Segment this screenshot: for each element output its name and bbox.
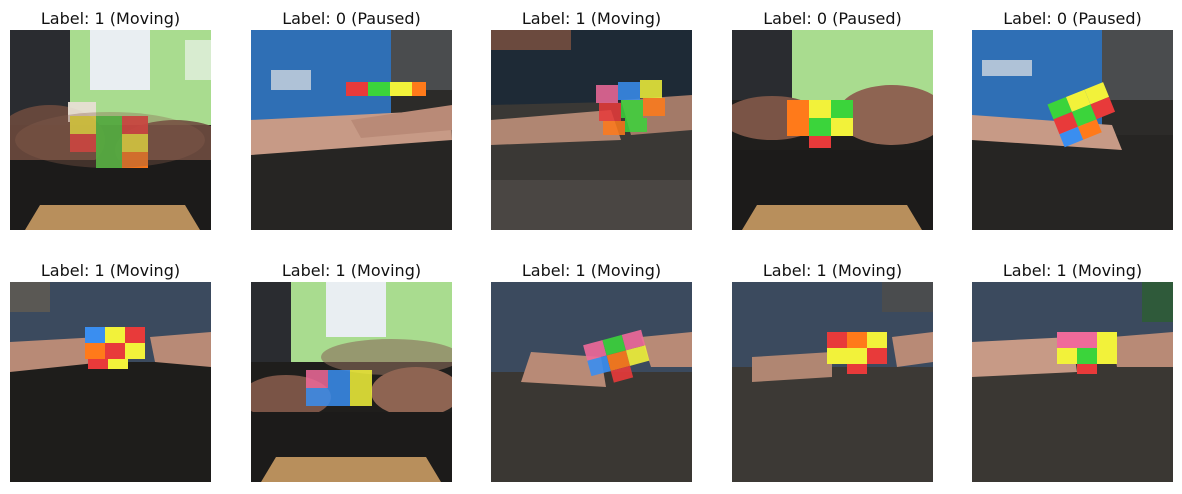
photo-frame — [251, 30, 452, 230]
photo-paused-cube — [732, 30, 933, 230]
panel-label: Label: 0 (Paused) — [763, 9, 902, 28]
photo-frame — [491, 30, 692, 230]
panel-label: Label: 0 (Paused) — [1003, 9, 1142, 28]
panel-label: Label: 1 (Moving) — [281, 261, 422, 280]
panel-label: Label: 1 (Moving) — [1002, 261, 1143, 280]
panel-label: Label: 1 (Moving) — [40, 9, 181, 28]
photo-moving-cube — [491, 30, 692, 230]
panel-label: Label: 0 (Paused) — [282, 9, 421, 28]
photo-moving-cube — [732, 282, 933, 482]
photo-frame — [251, 282, 452, 482]
photo-moving-cube — [10, 30, 211, 230]
photo-moving-cube — [972, 282, 1173, 482]
photo-paused-cube — [251, 30, 452, 230]
panel-label: Label: 1 (Moving) — [40, 261, 181, 280]
photo-frame — [10, 30, 211, 230]
panel-label: Label: 1 (Moving) — [521, 261, 662, 280]
photo-frame — [732, 282, 933, 482]
photo-moving-cube — [491, 282, 692, 482]
photo-frame — [972, 30, 1173, 230]
photo-frame — [972, 282, 1173, 482]
photo-moving-cube — [251, 282, 452, 482]
photo-moving-cube — [10, 282, 211, 482]
photo-frame — [10, 282, 211, 482]
panel-label: Label: 1 (Moving) — [521, 9, 662, 28]
photo-paused-cube — [972, 30, 1173, 230]
photo-frame — [732, 30, 933, 230]
panel-label: Label: 1 (Moving) — [762, 261, 903, 280]
photo-frame — [491, 282, 692, 482]
